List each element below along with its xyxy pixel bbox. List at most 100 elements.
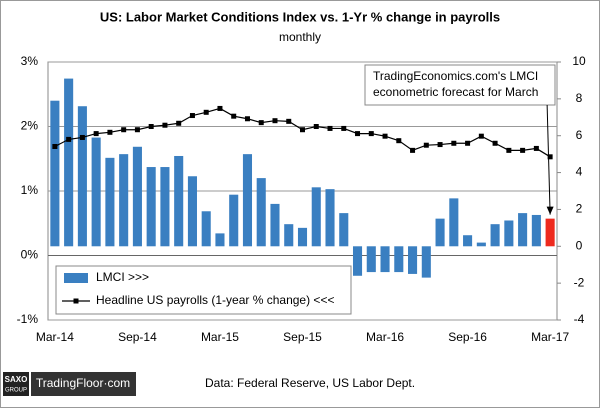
bar	[201, 211, 211, 247]
bar	[449, 198, 459, 247]
marker	[313, 124, 319, 129]
bar	[476, 242, 486, 247]
legend-swatch	[73, 298, 79, 304]
marker	[396, 138, 402, 144]
bar	[77, 106, 87, 247]
marker	[286, 118, 292, 124]
bar	[518, 213, 528, 247]
marker	[272, 118, 278, 124]
bar	[105, 157, 115, 247]
marker	[148, 124, 154, 129]
bar	[215, 233, 225, 247]
marker	[93, 131, 99, 137]
logo: SAXO	[5, 375, 28, 384]
bar	[311, 187, 321, 247]
legend-label: Headline US payrolls (1-year % change) <…	[96, 293, 334, 307]
y-tick-label: 2%	[21, 119, 39, 133]
bar	[187, 176, 197, 247]
bar	[160, 167, 170, 247]
bar	[463, 235, 473, 247]
bar	[297, 227, 308, 247]
bar	[531, 214, 541, 247]
bar	[435, 218, 445, 247]
bar	[229, 194, 239, 247]
bar	[119, 154, 129, 247]
bar	[174, 155, 184, 247]
marker	[437, 142, 443, 148]
bar	[50, 100, 60, 247]
y2-tick-label: 4	[576, 165, 583, 179]
marker	[520, 147, 526, 153]
x-tick-label: Sep-14	[118, 330, 157, 344]
bar	[325, 189, 335, 247]
marker	[121, 127, 127, 133]
marker	[162, 122, 168, 128]
y2-tick-label: 8	[576, 91, 583, 105]
marker	[341, 125, 347, 131]
legend-label: LMCI >>>	[96, 270, 149, 284]
marker	[189, 113, 195, 119]
brand-box	[31, 372, 136, 396]
y2-tick-label: -4	[574, 312, 585, 326]
bar	[352, 246, 363, 276]
annotation-arrow	[546, 104, 551, 215]
bar	[421, 246, 431, 278]
bar	[91, 137, 101, 247]
marker	[134, 127, 140, 133]
chart-title: US: Labor Market Conditions Index vs. 1-…	[100, 9, 500, 24]
marker	[533, 145, 539, 151]
x-tick-label: Sep-15	[283, 330, 322, 344]
annotation-text: TradingEconomics.com's LMCI	[373, 69, 538, 83]
marker	[52, 143, 58, 149]
y2-tick-label: 0	[576, 238, 583, 252]
marker	[258, 120, 264, 126]
x-tick-label: Mar-15	[201, 330, 239, 344]
marker	[355, 131, 361, 137]
marker	[492, 140, 498, 146]
y-tick-label: 0%	[21, 248, 39, 262]
bar	[256, 178, 266, 247]
x-tick-label: Mar-14	[36, 330, 74, 344]
bar	[366, 246, 376, 273]
y2-tick-label: 10	[572, 54, 586, 68]
bar	[146, 167, 156, 247]
y-tick-label: 3%	[21, 54, 39, 68]
legend-box	[55, 265, 352, 315]
annotation-box	[364, 64, 556, 106]
brand: TradingFloor·com	[36, 376, 130, 390]
marker	[506, 147, 512, 153]
y-tick-label: -1%	[17, 312, 39, 326]
marker	[300, 127, 305, 133]
bar	[132, 146, 142, 247]
marker	[244, 116, 250, 122]
marker	[79, 134, 85, 140]
marker	[368, 131, 374, 137]
bar	[490, 224, 500, 247]
annotation-text: econometric forecast for March	[373, 85, 538, 99]
y2-tick-label: 2	[576, 202, 583, 216]
x-tick-label: Sep-16	[448, 330, 487, 344]
legend-swatch	[64, 273, 88, 283]
marker	[217, 105, 223, 111]
marker	[327, 125, 333, 131]
marker	[478, 133, 484, 139]
marker	[465, 140, 471, 146]
logo-sub: GROUP	[5, 388, 27, 394]
bar	[242, 154, 253, 247]
logo-box	[3, 372, 29, 396]
marker	[66, 136, 72, 142]
bar	[380, 246, 390, 273]
marker	[423, 142, 429, 148]
bar	[408, 246, 418, 274]
marker	[107, 129, 113, 135]
marker	[410, 147, 416, 153]
marker	[451, 140, 457, 146]
marker	[176, 120, 182, 126]
bar	[339, 213, 349, 247]
bar	[284, 224, 294, 247]
marker	[547, 154, 553, 160]
y2-tick-label: -2	[574, 275, 585, 289]
x-tick-label: Mar-16	[366, 330, 404, 344]
y2-tick-label: 6	[576, 128, 583, 142]
